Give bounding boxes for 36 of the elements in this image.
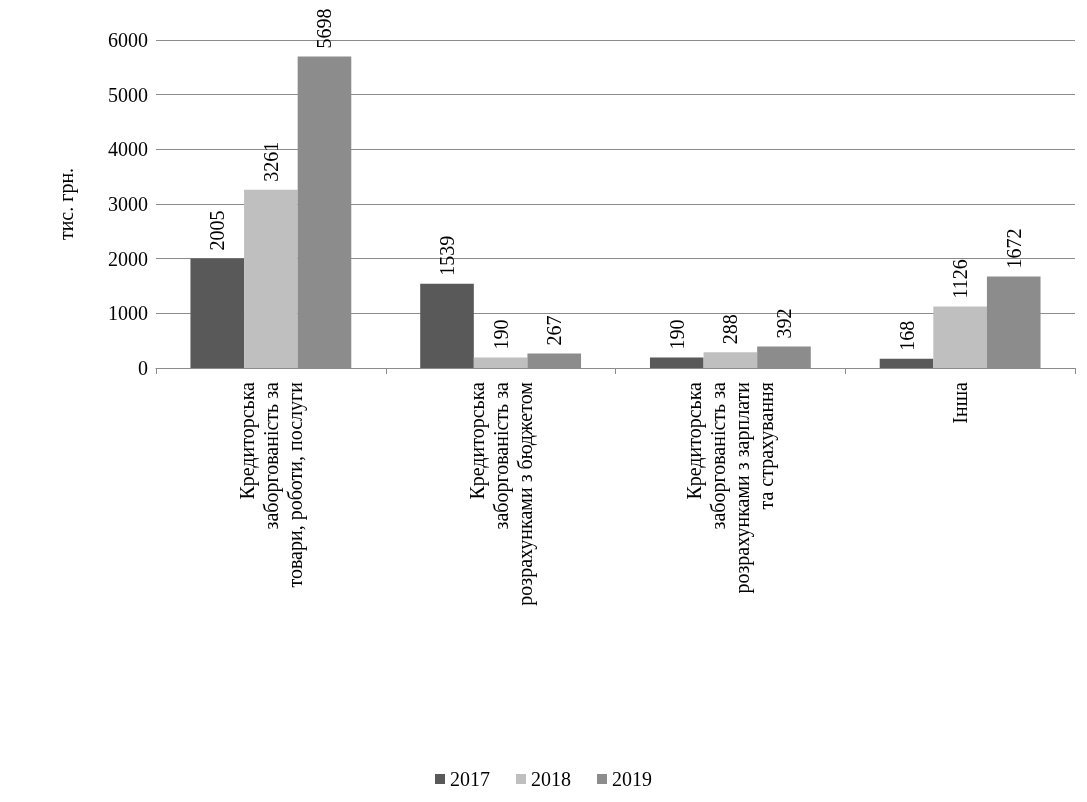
data-label: 392 <box>772 308 795 339</box>
bar <box>420 283 474 368</box>
bar <box>473 357 528 368</box>
data-label: 1126 <box>949 259 972 299</box>
bar <box>244 189 298 368</box>
bar <box>527 353 582 368</box>
bar <box>879 358 934 368</box>
data-label: 1539 <box>436 235 459 276</box>
data-label: 168 <box>895 320 918 351</box>
data-label: 267 <box>543 315 566 346</box>
data-label: 288 <box>719 314 742 345</box>
bar <box>757 346 811 368</box>
data-label: 2005 <box>206 210 229 251</box>
bar <box>703 352 758 368</box>
data-label: 1672 <box>1002 228 1025 269</box>
y-tick-label: 0 <box>138 357 148 379</box>
legend-label: 2018 <box>531 768 571 790</box>
y-axis-title: тис. грн. <box>55 167 78 241</box>
data-label: 5698 <box>313 8 336 49</box>
bar <box>649 357 704 368</box>
legend-label: 2017 <box>450 768 490 790</box>
x-tick-label: Інша <box>949 381 972 424</box>
x-tick-label: Кредиторська заборгованість за товари, роботи, послуги <box>235 381 307 588</box>
bar <box>933 306 987 368</box>
y-tick-label: 2000 <box>108 247 148 270</box>
x-tick-label: Кредиторська заборгованість за розрахунками з зарплати та страхування <box>683 381 779 594</box>
data-label: 190 <box>489 319 512 350</box>
data-label: 3261 <box>259 141 282 182</box>
y-tick-label: 4000 <box>108 138 148 161</box>
y-tick-label: 6000 <box>108 29 148 51</box>
bar <box>190 258 245 368</box>
legend-label: 2019 <box>612 768 652 790</box>
data-label: 190 <box>665 319 688 350</box>
y-tick-label: 1000 <box>108 302 148 325</box>
y-tick-label: 3000 <box>108 193 148 215</box>
y-tick-label: 5000 <box>108 83 148 106</box>
